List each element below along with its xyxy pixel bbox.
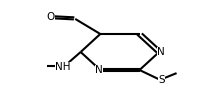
Text: O: O: [46, 12, 55, 22]
Text: NH: NH: [55, 62, 71, 72]
Text: N: N: [95, 65, 103, 75]
Text: S: S: [158, 75, 165, 85]
Text: N: N: [157, 47, 165, 57]
